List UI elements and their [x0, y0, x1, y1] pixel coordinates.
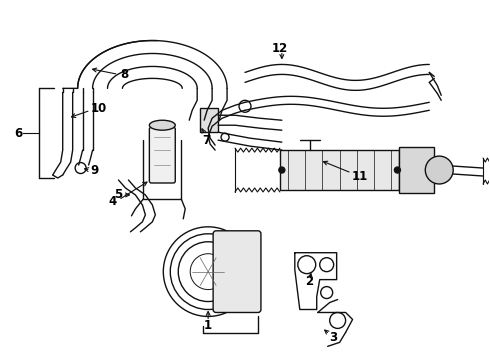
Text: 5: 5	[114, 188, 122, 202]
Text: 3: 3	[330, 331, 338, 344]
Text: 8: 8	[121, 68, 129, 81]
Text: 11: 11	[352, 170, 368, 183]
Text: 12: 12	[272, 42, 288, 55]
Bar	[280, 150, 399, 190]
Circle shape	[425, 156, 453, 184]
Text: 1: 1	[204, 319, 212, 332]
Text: 4: 4	[108, 195, 117, 208]
Circle shape	[394, 167, 400, 173]
Circle shape	[279, 167, 285, 173]
FancyBboxPatch shape	[149, 127, 175, 183]
Ellipse shape	[149, 120, 175, 130]
Text: 2: 2	[305, 275, 313, 288]
Bar	[399, 147, 434, 193]
Text: 10: 10	[91, 102, 107, 115]
FancyBboxPatch shape	[213, 231, 261, 312]
Text: 7: 7	[202, 134, 210, 147]
Bar	[200, 108, 218, 132]
Text: 6: 6	[15, 127, 23, 140]
Text: 9: 9	[91, 163, 99, 176]
